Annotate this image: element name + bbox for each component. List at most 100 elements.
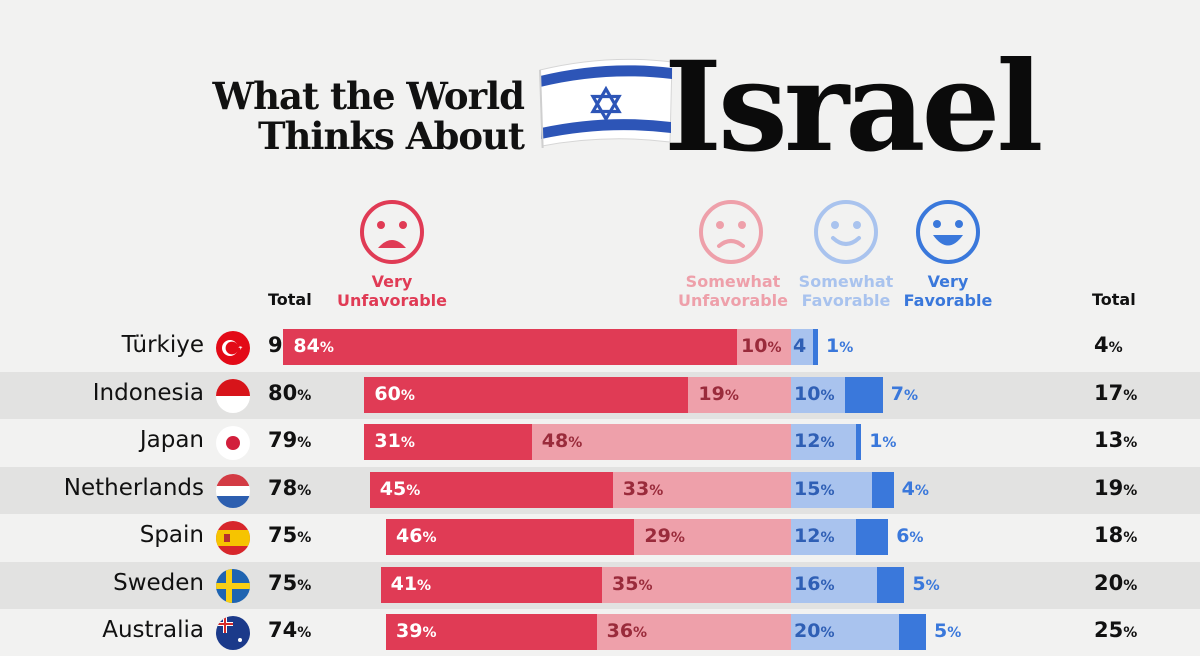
header-line: Unfavorable bbox=[336, 291, 448, 310]
bar-somewhat-unfavorable bbox=[531, 424, 791, 460]
total-favorable-value: 25% bbox=[1094, 618, 1138, 642]
label-somewhat-favorable: 20% bbox=[794, 620, 835, 642]
somewhat-favorable-header: Somewhat Favorable bbox=[796, 272, 896, 310]
label-very-unfavorable: 45% bbox=[379, 477, 421, 500]
label-very-unfavorable: 46% bbox=[396, 525, 437, 547]
label-very-unfavorable: 84% bbox=[293, 335, 334, 357]
label-very-favorable: 4% bbox=[901, 477, 929, 500]
title-line-1: What the World bbox=[212, 74, 525, 118]
header-line: Somewhat bbox=[798, 272, 894, 291]
total-unfavorable-value: 74% bbox=[268, 618, 312, 642]
country-label: Australia bbox=[102, 617, 204, 643]
netherlands-flag-icon bbox=[216, 473, 250, 508]
indonesia-flag-icon bbox=[216, 378, 250, 413]
bar-very-unfavorable bbox=[364, 424, 532, 460]
header-line: Favorable bbox=[801, 291, 891, 310]
chart-row: Australia 74% 39% 36% 20% 5% 25% bbox=[0, 609, 1200, 656]
turkey-flag-icon bbox=[216, 331, 250, 365]
header-line: Very bbox=[927, 272, 969, 291]
country-label: Japan bbox=[139, 427, 204, 453]
total-unfavorable-value: 80% bbox=[268, 380, 312, 405]
total-unfavorable-value: 79% bbox=[268, 428, 312, 452]
header-line: Favorable bbox=[903, 291, 993, 310]
country-label: Türkiye bbox=[121, 332, 204, 358]
chart-row: Netherlands 78% 45% 33% 15% 4% 19% bbox=[0, 466, 1200, 514]
total-unfavorable-value: 75% bbox=[268, 523, 312, 547]
label-somewhat-favorable: 12% bbox=[794, 525, 835, 547]
label-somewhat-unfavorable: 48% bbox=[541, 430, 583, 452]
label-somewhat-unfavorable: 19% bbox=[698, 382, 739, 405]
bar-somewhat-favorable bbox=[791, 519, 856, 555]
smile-face-icon bbox=[814, 200, 878, 264]
label-somewhat-favorable: 10% bbox=[794, 382, 835, 405]
label-very-unfavorable: 39% bbox=[396, 620, 437, 642]
bar-somewhat-unfavorable bbox=[612, 471, 791, 508]
sad-face-icon bbox=[699, 200, 763, 264]
total-favorable-value: 19% bbox=[1094, 475, 1138, 500]
big-smile-face-icon bbox=[916, 200, 980, 264]
australia-flag-icon bbox=[216, 616, 250, 650]
bar-very-favorable bbox=[812, 329, 818, 365]
israel-flag-icon bbox=[539, 58, 673, 148]
label-very-favorable: 1% bbox=[869, 430, 897, 452]
bar-very-favorable bbox=[899, 614, 926, 650]
bar-very-favorable bbox=[877, 566, 905, 603]
total-favorable-value: 18% bbox=[1094, 523, 1138, 547]
country-label: Netherlands bbox=[63, 474, 204, 501]
total-favorable-value: 17% bbox=[1094, 380, 1138, 405]
label-somewhat-unfavorable: 35% bbox=[612, 572, 653, 595]
spain-flag-icon bbox=[216, 521, 250, 555]
bar-very-favorable bbox=[845, 376, 883, 413]
bar-very-unfavorable bbox=[369, 471, 613, 508]
bar-somewhat-favorable bbox=[791, 376, 845, 413]
label-very-favorable: 6% bbox=[896, 525, 924, 547]
japan-flag-icon bbox=[216, 426, 250, 460]
bar-very-unfavorable bbox=[386, 519, 635, 555]
header-line: Unfavorable bbox=[677, 291, 789, 310]
title-block: What the World Thinks About Israel bbox=[0, 0, 1200, 190]
header-line: Very bbox=[371, 272, 413, 291]
chart-row: Japan 79% 31% 48% 12% 1% 13% bbox=[0, 419, 1200, 466]
bar-very-favorable bbox=[855, 424, 862, 460]
bar-somewhat-favorable bbox=[791, 424, 856, 460]
bar-very-unfavorable bbox=[380, 566, 602, 603]
country-label: Indonesia bbox=[92, 379, 204, 406]
label-very-favorable: 5% bbox=[912, 572, 940, 595]
total-unfavorable-header: Total bbox=[268, 290, 312, 309]
country-label: Sweden bbox=[113, 569, 204, 596]
chart-row: Spain 75% 46% 29% 12% 6% 18% bbox=[0, 514, 1200, 561]
header-line: Somewhat bbox=[685, 272, 781, 291]
bar-somewhat-unfavorable bbox=[688, 376, 791, 413]
title-line-2: Thinks About bbox=[258, 114, 525, 158]
bar-somewhat-favorable bbox=[791, 471, 872, 508]
very-favorable-header: Very Favorable bbox=[900, 272, 996, 310]
label-somewhat-unfavorable: 29% bbox=[644, 525, 685, 547]
bar-somewhat-favorable bbox=[791, 566, 878, 603]
bar-very-unfavorable bbox=[364, 376, 689, 413]
label-somewhat-favorable: 12% bbox=[794, 430, 835, 452]
total-favorable-header: Total bbox=[1092, 290, 1136, 309]
label-somewhat-unfavorable: 36% bbox=[606, 620, 648, 642]
very-sad-face-icon bbox=[360, 200, 424, 264]
label-very-unfavorable: 41% bbox=[390, 572, 432, 595]
bar-somewhat-unfavorable bbox=[634, 519, 791, 555]
somewhat-unfavorable-header: Somewhat Unfavorable bbox=[676, 272, 790, 310]
label-very-unfavorable: 31% bbox=[374, 430, 415, 452]
bar-very-unfavorable bbox=[283, 329, 737, 365]
label-very-favorable: 5% bbox=[934, 620, 962, 642]
sweden-flag-icon bbox=[216, 568, 250, 603]
label-somewhat-favorable: 4 bbox=[793, 335, 807, 357]
total-favorable-value: 4% bbox=[1094, 333, 1123, 357]
country-label: Spain bbox=[139, 522, 204, 548]
label-very-unfavorable: 60% bbox=[374, 382, 415, 405]
chart-row: Türkiye93%84%10%41%4% bbox=[0, 324, 1200, 371]
label-somewhat-favorable: 15% bbox=[794, 477, 835, 500]
label-somewhat-favorable: 16% bbox=[794, 572, 835, 595]
bar-very-favorable bbox=[855, 519, 889, 555]
very-unfavorable-header: Very Unfavorable bbox=[326, 272, 458, 310]
title-subject: Israel bbox=[664, 35, 1043, 180]
bar-somewhat-unfavorable bbox=[602, 566, 791, 603]
bar-very-favorable bbox=[872, 471, 894, 508]
total-unfavorable-value: 78% bbox=[268, 475, 312, 500]
bar-somewhat-unfavorable bbox=[737, 329, 791, 365]
